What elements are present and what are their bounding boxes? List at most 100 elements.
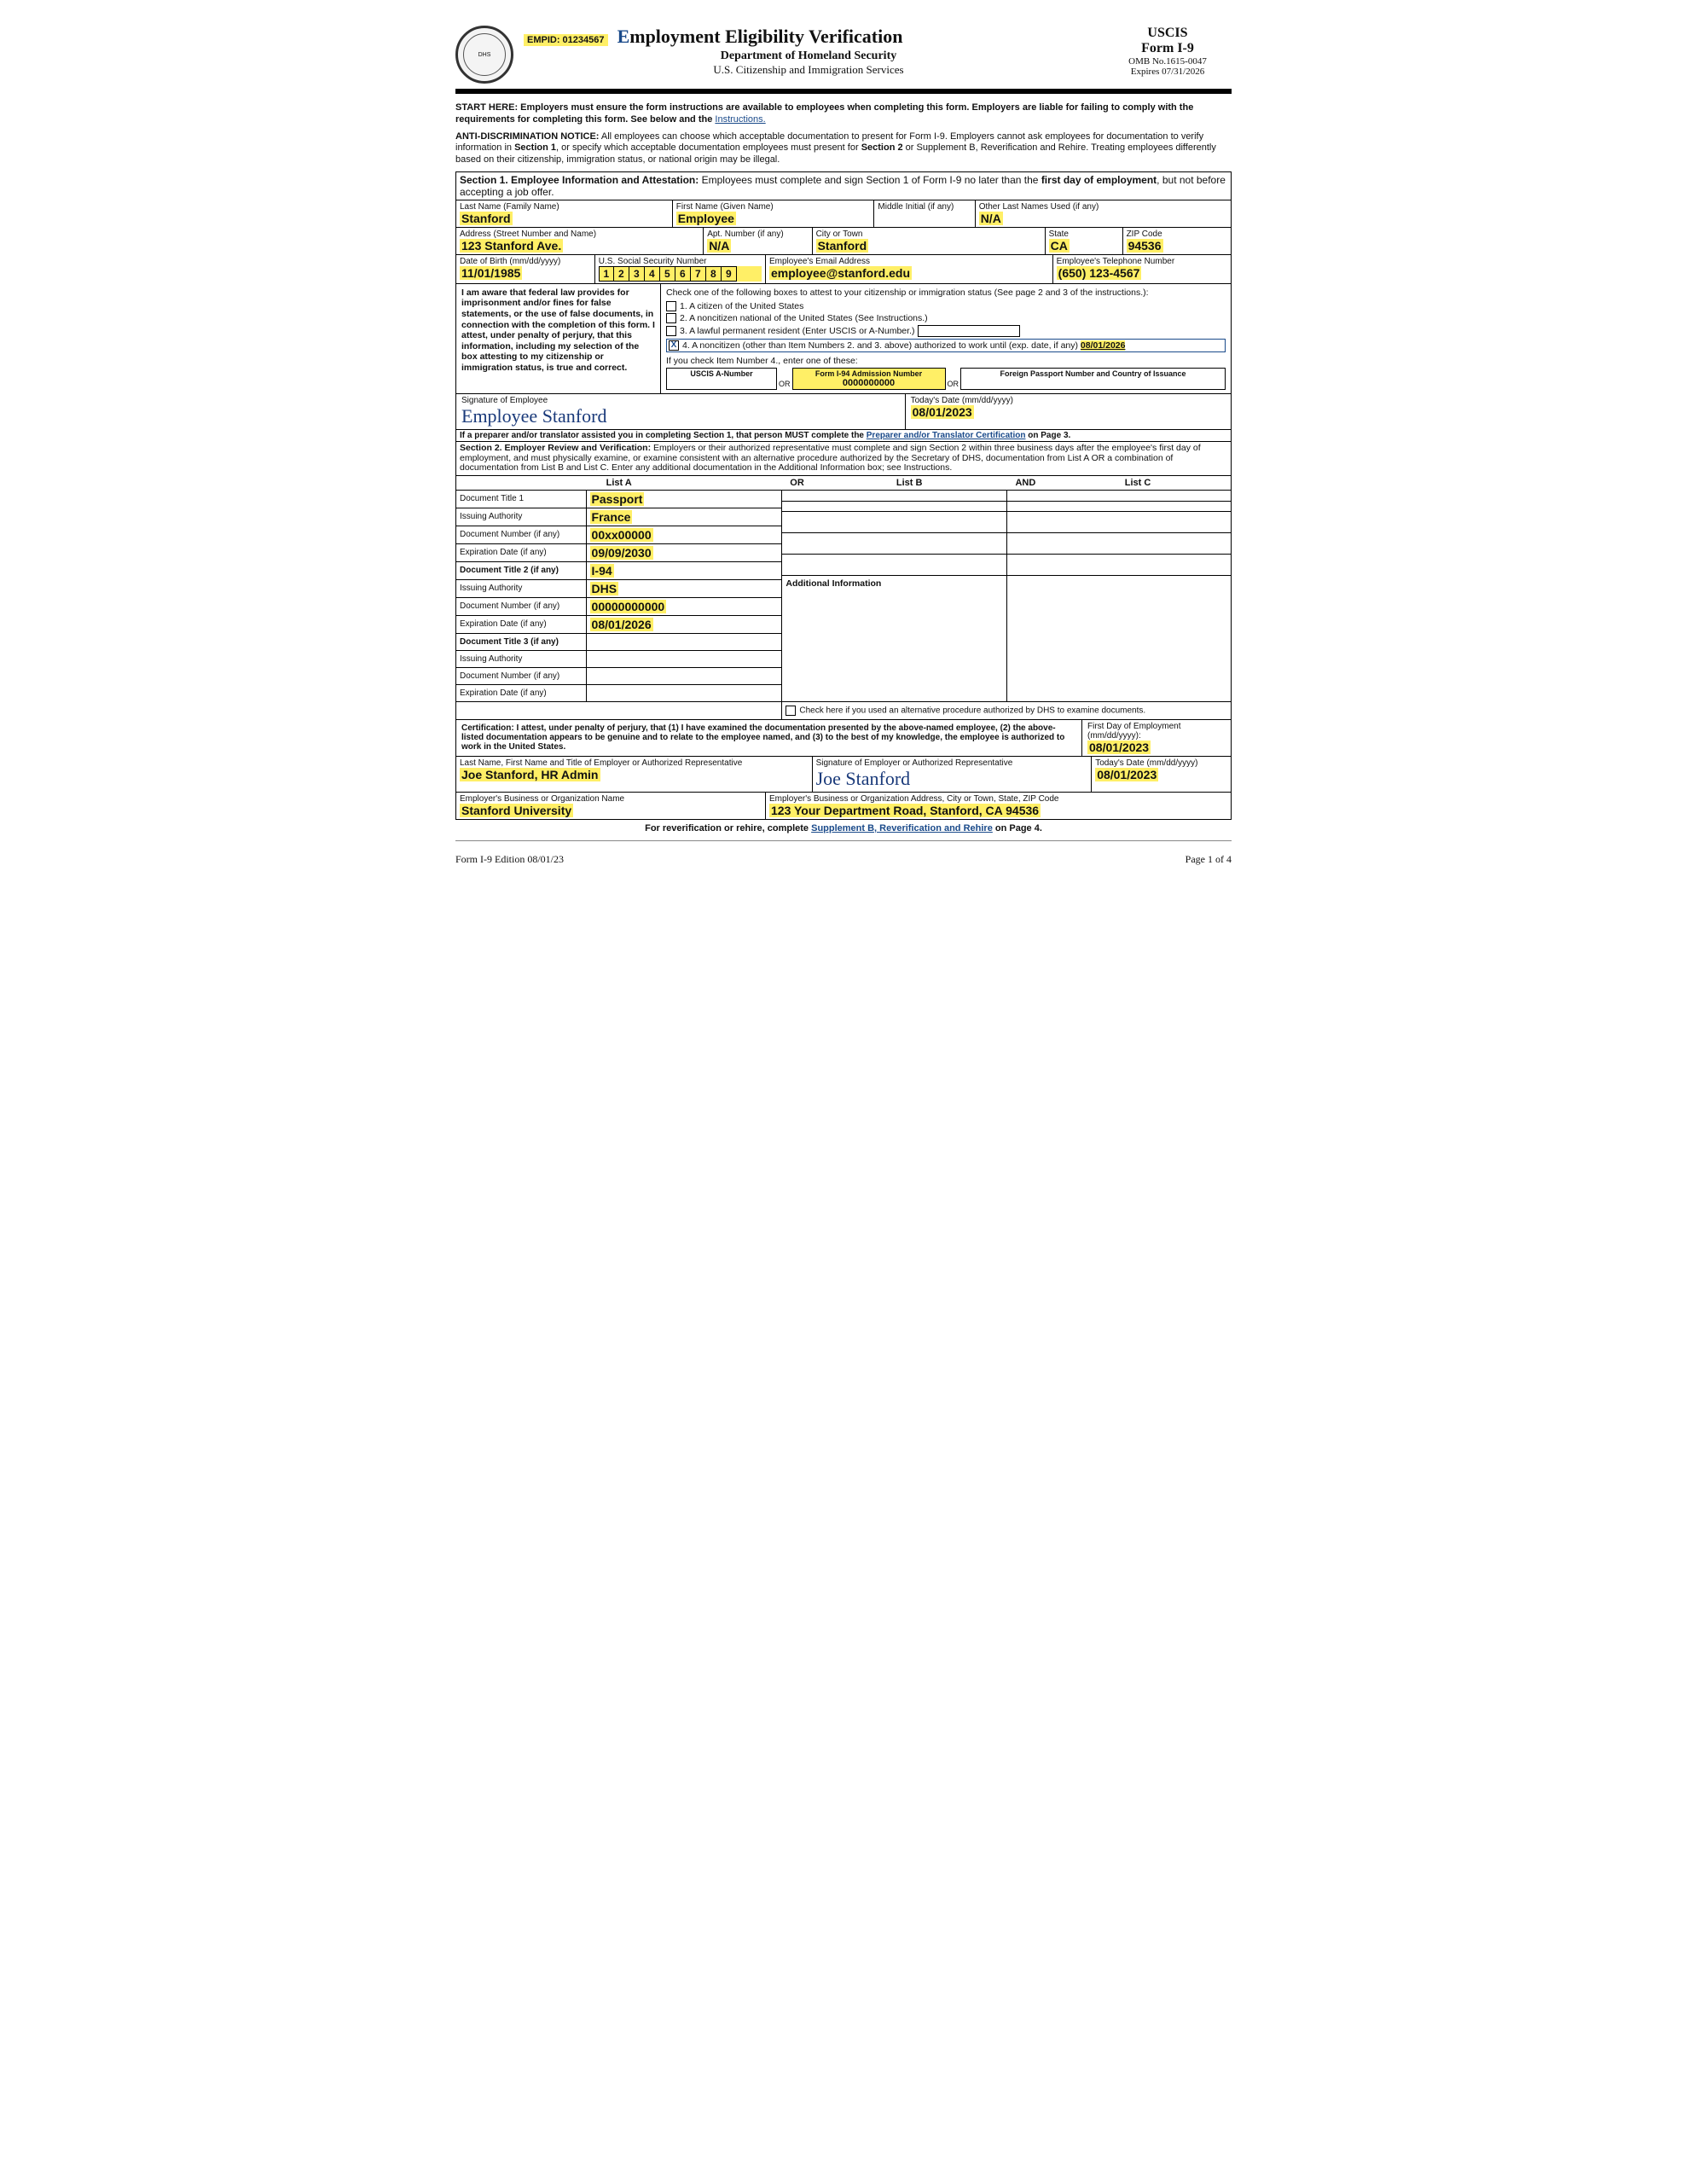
emp-name-val[interactable]: Joe Stanford, HR Admin [460, 768, 600, 781]
expires: Expires 07/31/2026 [1104, 67, 1232, 77]
org-addr-val[interactable]: 123 Your Department Road, Stanford, CA 9… [769, 804, 1041, 817]
ia2-lbl: Issuing Authority [456, 580, 587, 597]
s1-head-c: first day of employment [1041, 174, 1157, 186]
val-other[interactable]: N/A [979, 212, 1003, 225]
ed1-lbl: Expiration Date (if any) [456, 544, 587, 561]
reverification-note: For reverification or rehire, complete S… [455, 820, 1232, 837]
lbl-first: First Name (Given Name) [676, 202, 871, 212]
s2-head-a: Section 2. Employer Review and Verificat… [460, 443, 651, 453]
lbl-apt: Apt. Number (if any) [707, 229, 808, 239]
ia1-val[interactable]: France [590, 510, 633, 524]
sig-val[interactable]: Employee Stanford [461, 405, 900, 427]
lbl-other: Other Last Names Used (if any) [979, 202, 1227, 212]
opt4-date[interactable]: 08/01/2026 [1081, 340, 1126, 351]
instructions-link[interactable]: Instructions. [715, 114, 765, 125]
org-val[interactable]: Stanford University [460, 804, 573, 817]
val-first[interactable]: Employee [676, 212, 736, 225]
val-addr[interactable]: 123 Stanford Ave. [460, 239, 563, 253]
org-lbl: Employer's Business or Organization Name [460, 794, 762, 804]
dn2-val[interactable]: 00000000000 [590, 600, 667, 613]
start-text: START HERE: Employers must ensure the fo… [455, 102, 1193, 125]
rev-link[interactable]: Supplement B, Reverification and Rehire [811, 823, 993, 834]
dn1-lbl: Document Number (if any) [456, 526, 587, 543]
ed3-lbl: Expiration Date (if any) [456, 685, 587, 701]
val-email[interactable]: employee@stanford.edu [769, 266, 912, 280]
val-phone[interactable]: (650) 123-4567 [1057, 266, 1142, 280]
anti-sec1: Section 1 [514, 142, 556, 153]
footer: Form I-9 Edition 08/01/23 Page 1 of 4 [455, 853, 1232, 866]
lbl-city: City or Town [816, 229, 1041, 239]
sub-a-lbl: USCIS A-Number [670, 369, 773, 378]
ed1-val[interactable]: 09/09/2030 [590, 546, 653, 560]
certification-row: Certification: I attest, under penalty o… [455, 720, 1232, 757]
omb: OMB No.1615-0047 [1104, 56, 1232, 67]
dt1-lbl: Document Title 1 [456, 491, 587, 508]
employer-org-row: Employer's Business or Organization Name… [455, 793, 1232, 820]
sig-date-val[interactable]: 08/01/2023 [911, 405, 974, 419]
ia3-lbl: Issuing Authority [456, 651, 587, 667]
anti-b: , or specify which acceptable documentat… [556, 142, 861, 153]
dn1-val[interactable]: 00xx00000 [590, 528, 653, 542]
val-ssn[interactable]: 123456789 [599, 266, 762, 282]
name-row: Last Name (Family Name) Stanford First N… [455, 200, 1232, 228]
sig-date-lbl: Today's Date (mm/dd/yyyy) [911, 396, 1226, 405]
rev-a: For reverification or rehire, complete [645, 823, 811, 834]
dob-row: Date of Birth (mm/dd/yyyy) 11/01/1985 U.… [455, 255, 1232, 284]
uscis-a-box[interactable]: USCIS A-Number [666, 368, 777, 390]
org-addr-lbl: Employer's Business or Organization Addr… [769, 794, 1227, 804]
header-rule [455, 89, 1232, 94]
listA: List A [456, 476, 781, 490]
opt-3[interactable]: 3. A lawful permanent resident (Enter US… [666, 325, 1226, 337]
alt-chk-text: Check here if you used an alternative pr… [799, 706, 1145, 715]
val-zip[interactable]: 94536 [1127, 239, 1163, 253]
emp-sig-lbl: Signature of Employer or Authorized Repr… [816, 758, 1088, 768]
sub-b-val: 0000000000 [797, 378, 942, 388]
sub-c-lbl: Foreign Passport Number and Country of I… [965, 369, 1221, 378]
prep-link[interactable]: Preparer and/or Translator Certification [867, 431, 1026, 440]
opt-4[interactable]: X4. A noncitizen (other than Item Number… [666, 339, 1226, 352]
dn2-lbl: Document Number (if any) [456, 598, 587, 615]
dt1-val[interactable]: Passport [590, 492, 645, 506]
opt3-input[interactable] [918, 325, 1020, 337]
employee-signature-row: Signature of Employee Employee Stanford … [455, 394, 1232, 430]
dt3-lbl: Document Title 3 (if any) [456, 634, 587, 650]
emp-sig-val[interactable]: Joe Stanford [816, 768, 1088, 790]
dhs-seal-icon: DHS [455, 26, 513, 84]
i94-box[interactable]: Form I-94 Admission Number 0000000000 [792, 368, 946, 390]
ia1-lbl: Issuing Authority [456, 508, 587, 526]
lbl-last: Last Name (Family Name) [460, 202, 669, 212]
anti-sec2: Section 2 [861, 142, 903, 153]
listB: List B [813, 476, 1006, 490]
opt-1[interactable]: 1. A citizen of the United States [666, 301, 1226, 311]
dt2-val[interactable]: I-94 [590, 564, 614, 578]
lbl-zip: ZIP Code [1127, 229, 1227, 239]
addl-body[interactable] [782, 501, 1231, 702]
val-state[interactable]: CA [1049, 239, 1070, 253]
colA: Document Title 1Passport Issuing Authori… [456, 491, 781, 701]
ia2-val[interactable]: DHS [590, 582, 619, 595]
s1-head-a: Section 1. Employee Information and Atte… [460, 174, 699, 186]
dn3-lbl: Document Number (if any) [456, 668, 587, 684]
opt-2[interactable]: 2. A noncitizen national of the United S… [666, 313, 1226, 323]
val-apt[interactable]: N/A [707, 239, 731, 253]
header-right: USCIS Form I-9 OMB No.1615-0047 Expires … [1104, 26, 1232, 77]
val-dob[interactable]: 11/01/1985 [460, 266, 522, 280]
ed2-val[interactable]: 08/01/2026 [590, 618, 653, 631]
val-city[interactable]: Stanford [816, 239, 869, 253]
emp-date-val[interactable]: 08/01/2023 [1095, 768, 1158, 781]
lbl-dob: Date of Birth (mm/dd/yyyy) [460, 257, 591, 266]
passport-box[interactable]: Foreign Passport Number and Country of I… [960, 368, 1226, 390]
attestation-block: I am aware that federal law provides for… [455, 284, 1232, 394]
alt-chk-row[interactable]: Check here if you used an alternative pr… [782, 702, 1231, 719]
attest-intro: Check one of the following boxes to atte… [666, 288, 1226, 298]
form-i9-page: DHS EMPID: 01234567 Employment Eligibili… [421, 0, 1266, 883]
lbl-mi: Middle Initial (if any) [878, 202, 971, 212]
title-initial: E [617, 26, 630, 47]
anti-discrimination: ANTI-DISCRIMINATION NOTICE: All employee… [455, 131, 1232, 166]
lbl-email: Employee's Email Address [769, 257, 1049, 266]
list-and: AND [1006, 476, 1045, 490]
or-2: OR [946, 378, 961, 390]
val-last[interactable]: Stanford [460, 212, 513, 225]
rev-b: on Page 4. [993, 823, 1042, 834]
first-day-val[interactable]: 08/01/2023 [1087, 741, 1151, 754]
